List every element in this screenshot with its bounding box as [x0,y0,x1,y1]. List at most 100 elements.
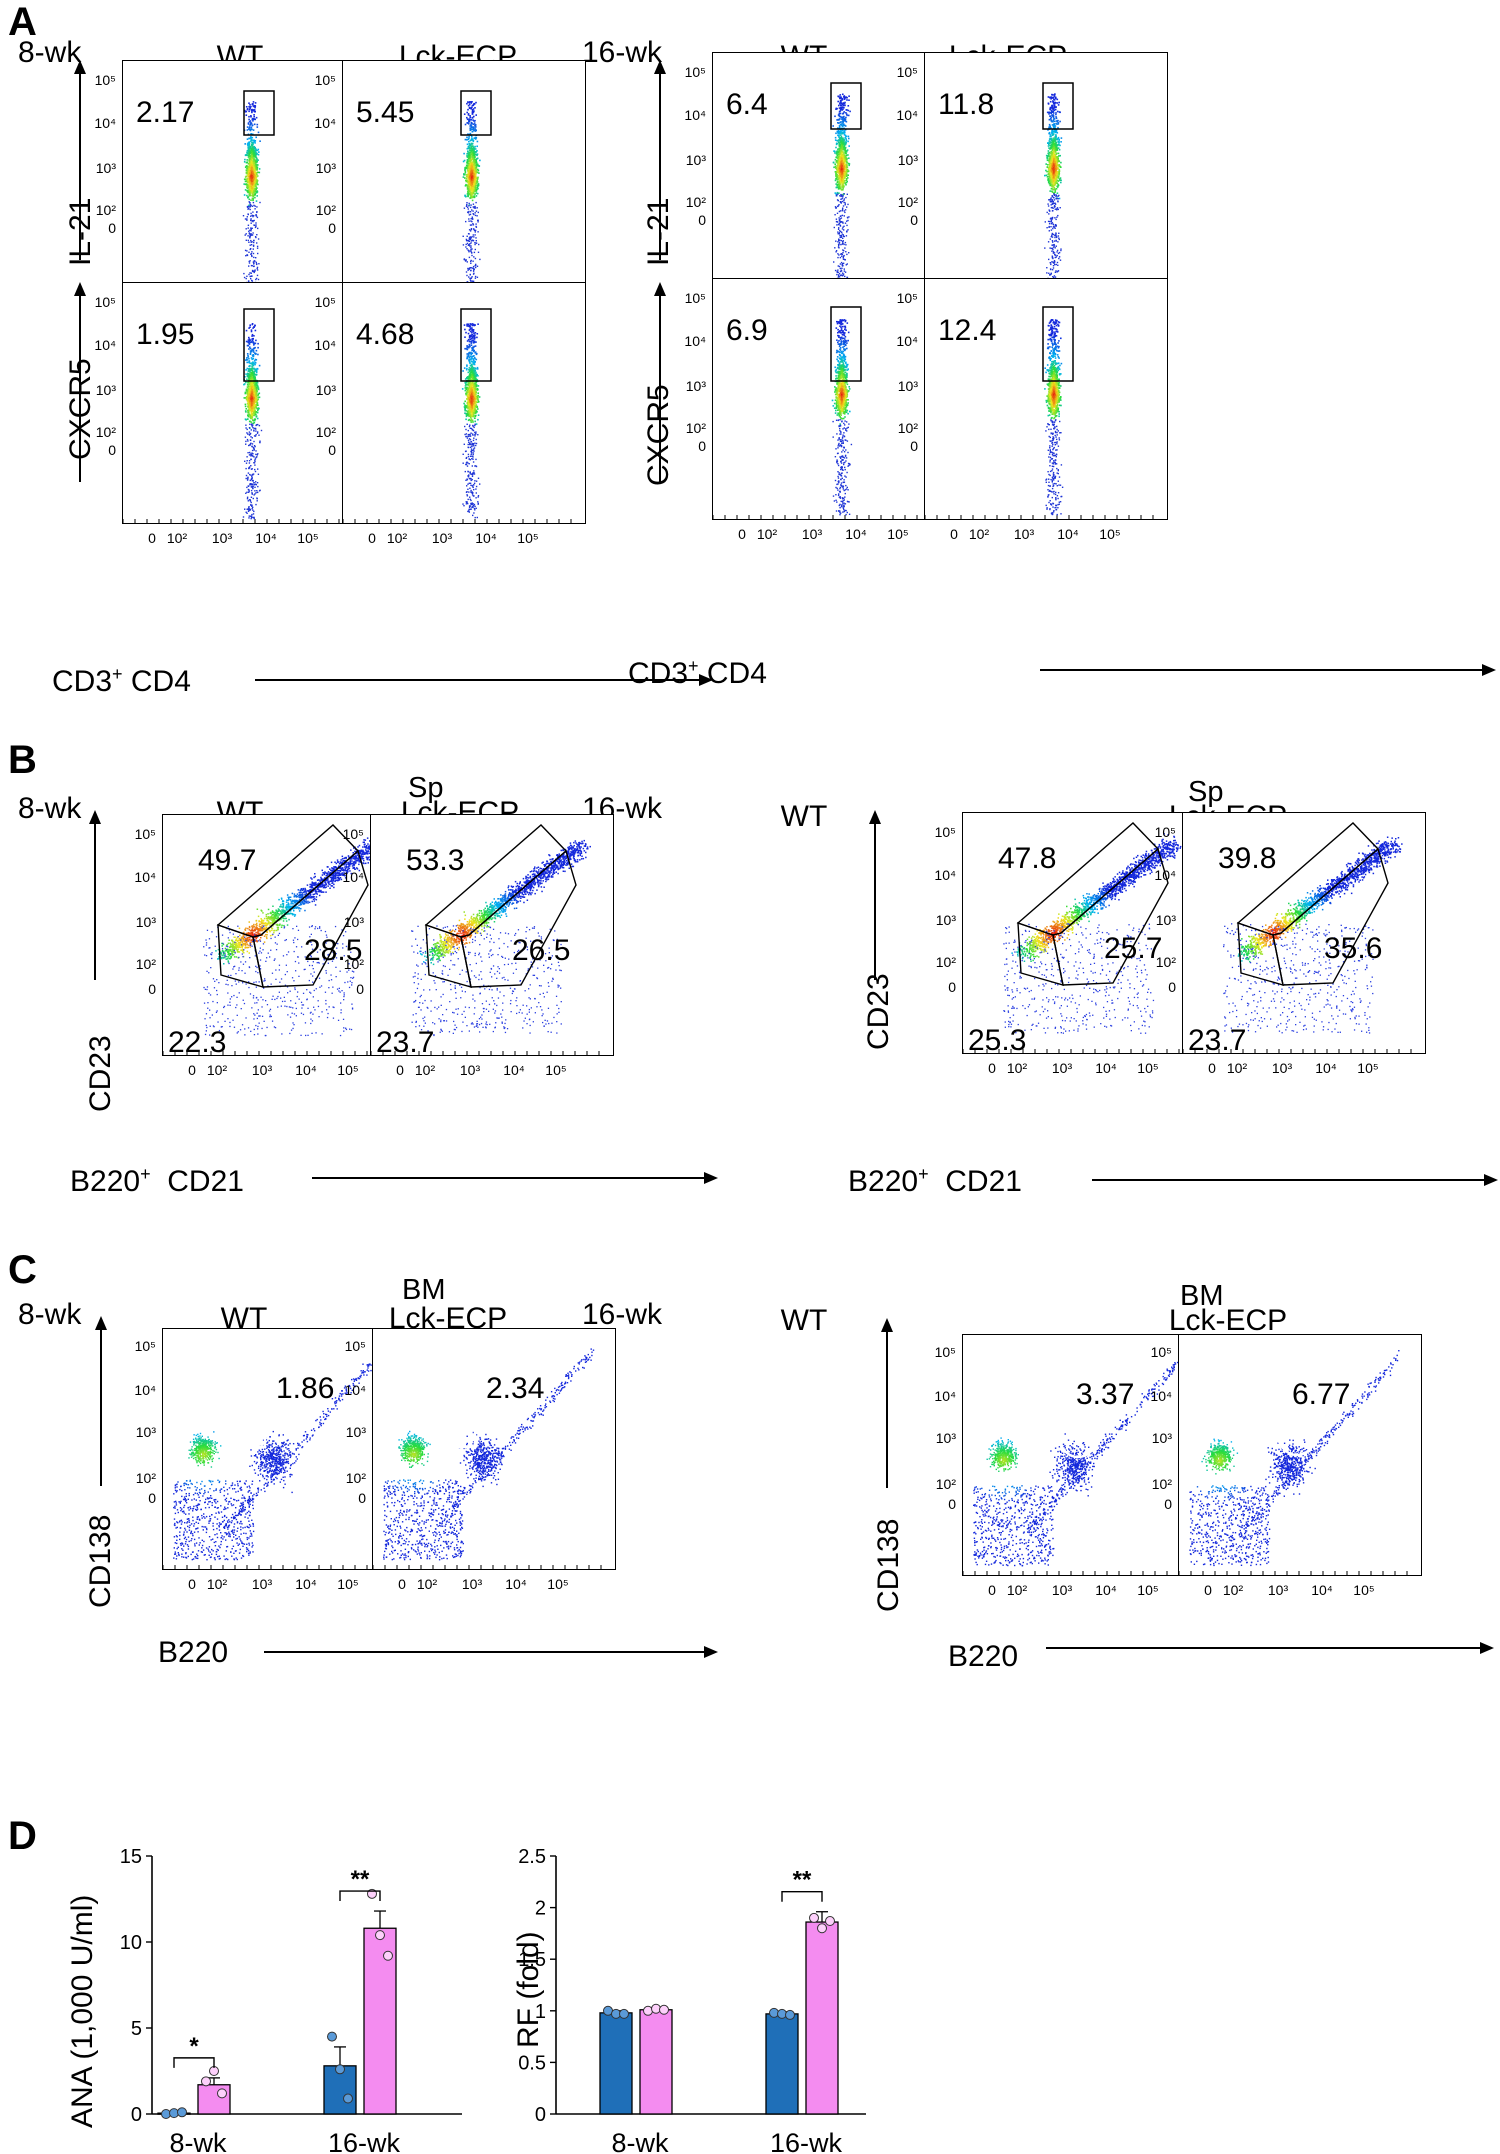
event-dot [246,170,249,173]
event-dot [247,162,250,165]
event-dot [248,108,251,111]
event-dot [471,177,474,180]
event-dot [469,143,471,146]
event-dot [476,154,478,157]
event-dot [1054,247,1056,249]
event-dot [844,157,847,160]
event-dot [837,95,839,98]
event-dot [476,192,479,195]
event-dot [467,167,470,170]
event-dot [1054,276,1057,278]
event-dot [841,148,843,150]
event-dot [252,168,254,170]
event-dot [842,93,844,96]
event-dot [245,169,248,172]
event-dot [1056,186,1059,188]
y-tick-label: 10² [890,194,918,210]
event-dot [1055,143,1057,145]
event-dot [840,195,842,198]
event-dot [836,119,838,121]
event-dot [848,252,850,254]
event-dot [1052,119,1054,122]
event-dot [843,174,845,176]
event-dot [847,140,849,143]
event-dot [840,181,842,184]
event-dot [838,192,840,194]
event-dot [253,176,256,178]
event-dot [1055,245,1057,247]
event-dot [1047,103,1050,105]
event-dot [252,171,254,174]
event-dot [465,183,467,186]
event-dot [840,193,842,196]
event-dot [248,174,251,177]
event-dot [1054,205,1056,208]
event-dot [1057,147,1060,149]
event-dot [470,167,472,169]
event-dot [247,339,250,341]
event-dot [843,177,845,179]
event-dot [252,197,255,199]
event-dot [838,232,841,234]
event-dot [1050,272,1052,274]
event-dot [833,166,835,169]
event-dot [472,149,474,152]
event-dot [470,181,472,183]
event-dot [473,149,475,152]
event-dot [839,126,841,128]
event-dot [469,211,472,213]
y-tick-label: 10⁴ [678,107,706,123]
event-dot [252,270,255,273]
event-dot [473,174,476,176]
xlabel-prefix: CD3 [628,657,688,690]
event-dot [1057,177,1060,179]
event-dot [839,118,841,120]
event-dot [838,163,840,166]
event-dot [245,411,247,413]
event-dot [839,152,842,154]
event-dot [468,173,470,176]
event-dot [254,226,257,229]
event-dot [246,126,249,128]
event-dot [474,214,477,217]
event-dot [248,128,250,130]
event-dot [477,169,480,172]
y-tick-label: 10² [308,202,336,218]
event-dot [248,420,251,423]
event-dot [1058,251,1061,254]
event-dot [839,225,842,227]
event-dot [472,280,474,283]
event-dot [1046,211,1048,214]
event-dot [246,275,248,277]
event-dot [248,383,251,386]
event-dot [471,109,474,111]
event-dot [251,187,253,189]
event-dot [1053,260,1056,262]
event-dot [254,385,257,388]
event-dot [846,177,849,179]
event-dot [841,162,844,164]
event-dot [1051,171,1054,173]
event-dot [253,160,255,162]
event-dot [840,239,843,242]
event-dot [1045,154,1048,157]
event-dot [472,166,474,169]
event-dot [471,164,473,166]
event-dot [838,254,840,256]
event-dot [844,143,847,146]
event-dot [467,155,469,157]
event-dot [473,179,476,182]
event-dot [834,115,836,118]
event-dot [1050,263,1052,266]
event-dot [251,189,253,191]
event-dot [464,185,467,187]
event-dot [840,186,842,188]
event-dot [846,168,849,171]
event-dot [472,180,475,183]
event-dot [474,205,476,208]
event-dot [471,122,473,125]
event-dot [838,112,841,115]
event-dot [464,194,466,197]
event-dot [249,120,252,122]
event-dot [471,137,473,140]
